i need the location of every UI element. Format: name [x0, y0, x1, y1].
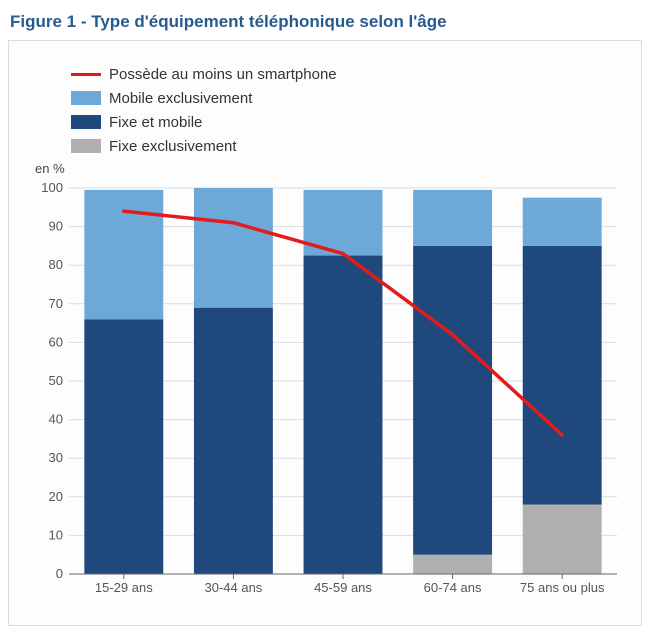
legend: Possède au moins un smartphone Mobile ex…	[71, 63, 619, 157]
legend-series-row: Fixe exclusivement	[71, 135, 619, 157]
svg-text:15-29 ans: 15-29 ans	[95, 580, 153, 595]
svg-text:45-59 ans: 45-59 ans	[314, 580, 372, 595]
svg-text:50: 50	[49, 373, 63, 388]
stacked-bar-chart: 0 10 20 30 40 50 60 70 80 90 100 15-29 ans 30-44 ans…	[31, 182, 621, 602]
legend-line-swatch	[71, 73, 101, 76]
svg-text:80: 80	[49, 257, 63, 272]
legend-series-row: Mobile exclusivement	[71, 87, 619, 109]
legend-series-swatch	[71, 115, 101, 129]
chart-panel: Possède au moins un smartphone Mobile ex…	[8, 41, 642, 626]
legend-line-row: Possède au moins un smartphone	[71, 63, 619, 85]
chart-area: 0 10 20 30 40 50 60 70 80 90 100 15-29 ans 30-44 ans…	[31, 182, 619, 602]
svg-text:20: 20	[49, 489, 63, 504]
svg-text:60: 60	[49, 334, 63, 349]
svg-text:30: 30	[49, 450, 63, 465]
legend-line-label: Possède au moins un smartphone	[109, 66, 337, 83]
unit-label: en %	[35, 161, 619, 176]
legend-series-label: Fixe et mobile	[109, 114, 202, 131]
legend-series-row: Fixe et mobile	[71, 111, 619, 133]
svg-text:40: 40	[49, 412, 63, 427]
legend-series-label: Fixe exclusivement	[109, 138, 237, 155]
svg-text:70: 70	[49, 296, 63, 311]
svg-text:0: 0	[56, 566, 63, 581]
svg-text:100: 100	[41, 182, 63, 195]
legend-series-swatch	[71, 91, 101, 105]
legend-series-swatch	[71, 139, 101, 153]
svg-text:60-74 ans: 60-74 ans	[424, 580, 482, 595]
figure-title: Figure 1 - Type d'équipement téléphoniqu…	[8, 8, 642, 41]
svg-text:10: 10	[49, 527, 63, 542]
legend-series-label: Mobile exclusivement	[109, 90, 252, 107]
svg-text:90: 90	[49, 219, 63, 234]
svg-text:75 ans ou plus: 75 ans ou plus	[520, 580, 605, 595]
svg-text:30-44 ans: 30-44 ans	[204, 580, 262, 595]
